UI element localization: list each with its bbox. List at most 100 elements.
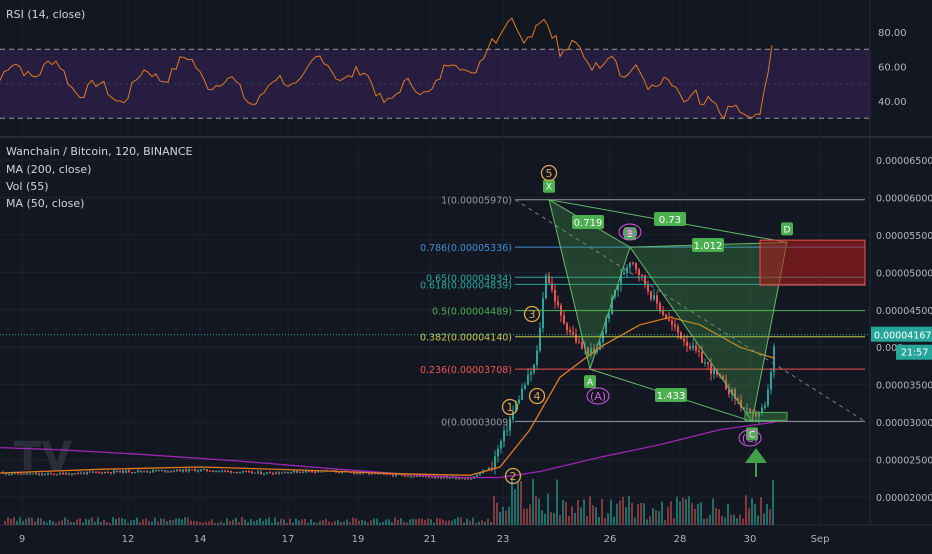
price-tick-label: 0.00002500 — [876, 456, 932, 467]
volume-bar — [343, 521, 345, 525]
candle-body — [353, 472, 355, 474]
volume-bar — [121, 518, 123, 525]
volume-bar — [601, 498, 603, 525]
ma50-legend[interactable]: MA (50, close) — [6, 197, 85, 210]
volume-bar — [583, 499, 585, 525]
candle-body — [602, 332, 604, 342]
ma200-legend[interactable]: MA (200, close) — [6, 163, 92, 176]
volume-bar — [271, 522, 273, 525]
volume-bar — [721, 515, 723, 525]
volume-bar — [394, 517, 396, 525]
candle-body — [17, 472, 19, 474]
volume-bar — [550, 512, 552, 525]
rsi-legend[interactable]: RSI (14, close) — [6, 8, 86, 21]
volume-bar — [763, 513, 765, 525]
volume-bar — [166, 521, 168, 525]
corrective-wave-ellipse — [738, 429, 762, 447]
time-tick-label: 14 — [194, 534, 207, 545]
candle-body — [428, 476, 430, 478]
volume-bar — [130, 520, 132, 525]
volume-bar — [328, 521, 330, 525]
volume-bar — [688, 496, 690, 525]
time-tick-label: 19 — [352, 534, 365, 545]
volume-bar — [400, 518, 402, 525]
candle-body — [668, 319, 670, 321]
candle-body — [302, 471, 304, 473]
candle-body — [53, 473, 55, 475]
volume-bar — [145, 518, 147, 525]
candle-body — [236, 471, 238, 473]
volume-bar — [673, 517, 675, 525]
volume-bar — [85, 518, 87, 525]
volume-bar — [133, 519, 135, 525]
volume-bar — [610, 499, 612, 525]
candle-body — [368, 472, 370, 474]
candle-body — [629, 262, 631, 268]
volume-bar — [532, 479, 534, 525]
volume-bar — [625, 507, 627, 525]
rsi-tick-label: 40.00 — [878, 97, 907, 108]
candle-body — [278, 472, 280, 474]
volume-bar — [25, 518, 27, 525]
volume-bar — [580, 507, 582, 525]
fib-level-label: 0.5(0.00004489) — [432, 307, 512, 318]
volume-bar — [61, 520, 63, 525]
countdown-tag — [896, 344, 932, 360]
candle-body — [578, 341, 580, 343]
volume-bar — [772, 480, 774, 525]
candle-body — [47, 473, 49, 475]
time-tick-label: 28 — [674, 534, 687, 545]
volume-bar — [313, 522, 315, 525]
candle-body — [674, 324, 676, 327]
candle-body — [62, 472, 64, 474]
volume-bar — [118, 517, 120, 525]
candle-body — [305, 470, 307, 473]
volume-bar — [79, 518, 81, 525]
candle-body — [677, 326, 679, 333]
candle-body — [650, 291, 652, 300]
candle-body — [296, 470, 298, 473]
candle-body — [581, 342, 583, 349]
candle-body — [611, 296, 613, 315]
volume-bar — [37, 517, 39, 525]
price-tick-label: 0.00006000 — [876, 193, 932, 204]
elliott-wave-circle — [523, 305, 541, 323]
volume-bar — [373, 518, 375, 525]
volume-bar — [40, 518, 42, 525]
candle-body — [314, 471, 316, 473]
volume-bar — [7, 517, 9, 525]
symbol-legend[interactable]: Wanchain / Bitcoin, 120, BINANCE — [6, 145, 193, 158]
volume-bar — [295, 518, 297, 525]
candle-body — [113, 470, 115, 473]
candle-body — [104, 472, 106, 474]
candle-body — [158, 470, 160, 472]
candle-body — [293, 470, 295, 473]
candle-body — [284, 472, 286, 474]
volume-bar — [652, 508, 654, 525]
price-tick-label: 0.00004500 — [876, 306, 932, 317]
volume-bar — [649, 516, 651, 525]
volume-bar — [457, 517, 459, 525]
volume-bar — [700, 502, 702, 525]
volume-bar — [568, 516, 570, 525]
price-tick-label: 0.000 — [876, 343, 903, 354]
volume-bar — [637, 504, 639, 525]
volume-bar — [352, 517, 354, 525]
volume-bar — [331, 522, 333, 525]
candle-body — [143, 471, 145, 473]
volume-bar — [508, 506, 510, 525]
volume-bar — [241, 517, 243, 525]
volume-bar — [112, 517, 114, 525]
candle-body — [449, 477, 451, 479]
candle-body — [230, 471, 232, 473]
volume-bar — [745, 495, 747, 525]
volume-bar — [184, 517, 186, 525]
candle-body — [116, 470, 118, 472]
volume-bar — [157, 521, 159, 525]
volume-bar — [148, 521, 150, 525]
candle-body — [59, 472, 61, 475]
candle-body — [554, 289, 556, 302]
volume-legend[interactable]: Vol (55) — [6, 180, 49, 193]
